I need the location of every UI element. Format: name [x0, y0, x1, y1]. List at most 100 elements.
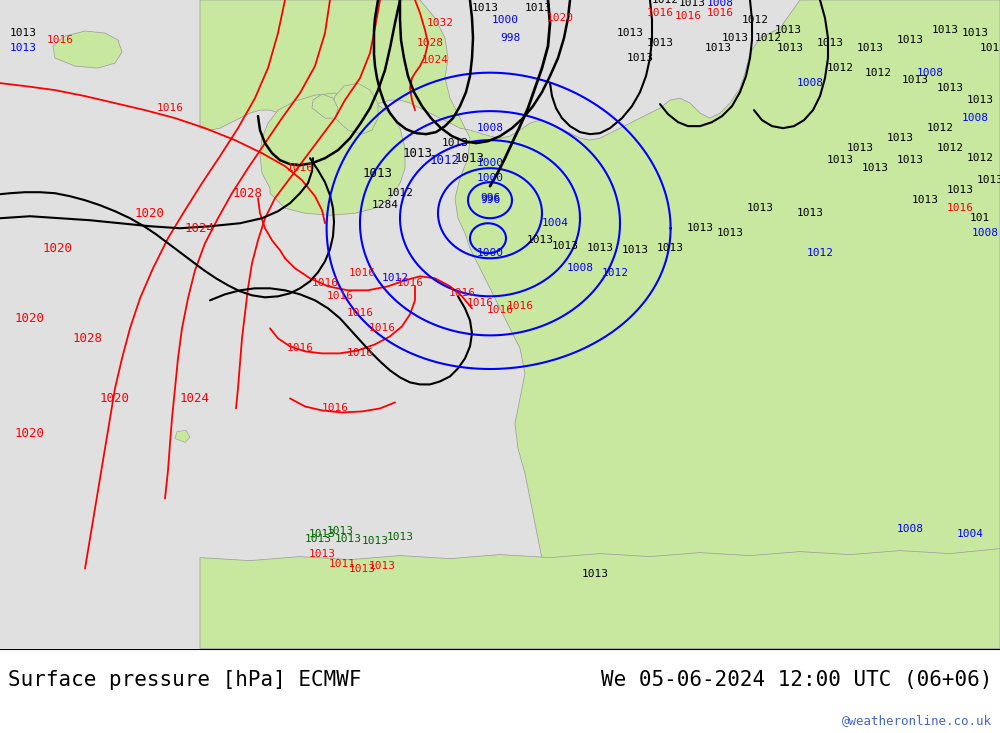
Text: 1013: 1013: [626, 53, 654, 63]
Text: 1008: 1008: [796, 78, 824, 88]
Text: 1020: 1020: [43, 242, 73, 255]
Text: 1016: 1016: [507, 301, 534, 312]
Text: 1284: 1284: [372, 200, 398, 210]
Text: 1013: 1013: [10, 28, 36, 38]
Text: 1016: 1016: [287, 163, 314, 173]
Text: 1013: 1013: [896, 35, 924, 45]
Text: 1012: 1012: [966, 153, 994, 163]
Text: 1008: 1008: [972, 228, 998, 238]
Text: 1013: 1013: [646, 38, 674, 48]
Text: 1013: 1013: [976, 175, 1000, 185]
Text: 1028: 1028: [233, 187, 263, 199]
Text: 1024: 1024: [180, 392, 210, 405]
Text: 1016: 1016: [466, 298, 494, 309]
Polygon shape: [260, 93, 405, 216]
Text: 1012: 1012: [430, 154, 460, 166]
Text: 1008: 1008: [706, 0, 734, 8]
Text: 1020: 1020: [135, 207, 165, 220]
Text: 1013: 1013: [362, 536, 388, 545]
Text: 1016: 1016: [396, 279, 424, 288]
Text: 1013: 1013: [10, 43, 36, 53]
Text: 996: 996: [480, 195, 500, 205]
Text: 1013: 1013: [552, 241, 578, 251]
Text: 1004: 1004: [956, 528, 984, 539]
Text: 1013: 1013: [622, 246, 648, 255]
Text: 1016: 1016: [706, 8, 734, 18]
Polygon shape: [244, 581, 270, 599]
Text: 1013: 1013: [846, 143, 874, 153]
Text: 1016: 1016: [486, 306, 514, 315]
Text: 1013: 1013: [386, 531, 414, 542]
Text: 1013: 1013: [524, 3, 552, 13]
Text: 1016: 1016: [347, 348, 374, 358]
Text: 1013: 1013: [776, 43, 804, 53]
Text: 1016: 1016: [674, 11, 702, 21]
Text: 1013: 1013: [896, 155, 924, 165]
Text: 1000: 1000: [477, 248, 504, 258]
Text: 1013: 1013: [902, 75, 928, 85]
Text: 1028: 1028: [73, 332, 103, 345]
Text: 1012: 1012: [926, 123, 954, 133]
Text: 1008: 1008: [566, 263, 594, 273]
Text: 1016: 1016: [349, 268, 376, 279]
Text: 1013: 1013: [678, 0, 706, 8]
Text: 1032: 1032: [426, 18, 454, 28]
Text: 1013: 1013: [326, 526, 354, 536]
Text: 1020: 1020: [15, 312, 45, 325]
Polygon shape: [312, 94, 338, 118]
Text: 1013: 1013: [526, 235, 554, 246]
Text: 1016: 1016: [448, 288, 476, 298]
Text: 1013: 1013: [936, 83, 964, 93]
Text: 1016: 1016: [287, 343, 314, 353]
Text: 1016: 1016: [347, 309, 374, 318]
Text: 1013: 1013: [746, 203, 774, 213]
Text: 1016: 1016: [312, 279, 338, 288]
Text: 1016: 1016: [156, 103, 184, 113]
Text: 1013: 1013: [582, 569, 608, 578]
Text: 1012: 1012: [755, 33, 782, 43]
Text: 1013: 1013: [716, 228, 744, 238]
Text: 1028: 1028: [416, 38, 444, 48]
Text: 1016: 1016: [46, 35, 74, 45]
Polygon shape: [175, 430, 190, 443]
Text: 1013: 1013: [856, 43, 884, 53]
Text: 1013: 1013: [966, 95, 994, 105]
Text: 1013: 1013: [722, 33, 748, 43]
Text: 1008: 1008: [896, 523, 924, 534]
Text: 1016: 1016: [326, 291, 354, 301]
Text: We 05-06-2024 12:00 UTC (06+06): We 05-06-2024 12:00 UTC (06+06): [601, 670, 992, 690]
Text: 1013: 1013: [932, 25, 958, 35]
Text: 1012: 1012: [742, 15, 768, 25]
Text: 1013: 1013: [586, 243, 614, 254]
Text: 1013: 1013: [442, 138, 468, 148]
Text: 1013: 1013: [304, 534, 332, 544]
Text: 1008: 1008: [962, 113, 988, 123]
Text: 1016: 1016: [946, 203, 974, 213]
Text: 1013: 1013: [862, 163, 889, 173]
Text: @weatheronline.co.uk: @weatheronline.co.uk: [842, 715, 992, 727]
Text: 1020: 1020: [546, 13, 574, 23]
Text: Surface pressure [hPa] ECMWF: Surface pressure [hPa] ECMWF: [8, 670, 362, 690]
Text: 1008: 1008: [916, 68, 944, 78]
Text: 1013: 1013: [308, 528, 336, 539]
Text: 1000: 1000: [477, 158, 504, 168]
Text: 1012: 1012: [602, 268, 629, 279]
Text: 1012: 1012: [652, 0, 678, 5]
Text: 1013: 1013: [962, 28, 988, 38]
Text: 1013: 1013: [656, 243, 684, 254]
Polygon shape: [53, 31, 122, 68]
Text: 1004: 1004: [542, 218, 568, 228]
Text: 1000: 1000: [492, 15, 518, 25]
Text: 1016: 1016: [322, 403, 349, 413]
Text: 1012: 1012: [864, 68, 892, 78]
Text: 101: 101: [980, 43, 1000, 53]
Text: 1013: 1013: [774, 25, 802, 35]
Text: 1016: 1016: [368, 323, 396, 334]
Polygon shape: [200, 0, 1000, 649]
Text: 1013: 1013: [334, 534, 362, 544]
Text: 1013: 1013: [308, 548, 336, 559]
Text: 1020: 1020: [15, 427, 45, 440]
Text: 1011: 1011: [328, 559, 356, 569]
Text: 1013: 1013: [826, 155, 854, 165]
Text: 1013: 1013: [363, 166, 393, 180]
